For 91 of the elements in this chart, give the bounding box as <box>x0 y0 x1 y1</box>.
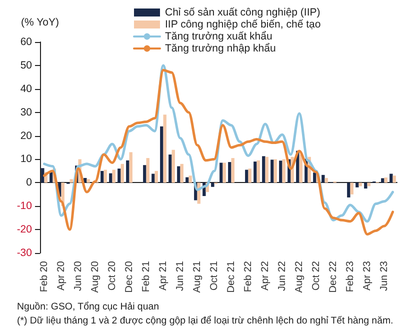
bar <box>384 178 388 183</box>
bar <box>177 166 180 183</box>
x-tick-label: Aug 22 <box>294 260 305 293</box>
x-tick-label: Aug 21 <box>192 260 203 293</box>
bar <box>146 158 150 183</box>
x-tick-label: Apr 20 <box>56 260 67 290</box>
bar <box>248 168 252 183</box>
bar <box>168 154 172 183</box>
x-tick-label: Apr 23 <box>362 260 373 290</box>
bar <box>109 173 112 183</box>
bar <box>262 156 266 183</box>
bar <box>172 150 175 183</box>
bar <box>50 172 53 183</box>
bar <box>84 178 87 183</box>
x-tick-label: Jun 22 <box>276 260 288 292</box>
y-tick-label: 40 <box>20 82 32 95</box>
x-tick-label: Oct 21 <box>208 260 220 290</box>
bar <box>350 182 354 194</box>
legend-label: Chỉ số sản xuất công nghiệp (IIP) <box>165 6 320 18</box>
bar <box>324 178 328 183</box>
bar <box>282 159 286 183</box>
bar <box>279 160 282 183</box>
x-tick-label: Oct 20 <box>106 260 118 290</box>
bar <box>322 174 325 183</box>
bar <box>160 126 164 183</box>
x-tick-label: Feb 23 <box>344 260 356 292</box>
y-tick-label: 50 <box>20 59 32 72</box>
x-tick-label: Feb 22 <box>242 260 254 292</box>
bar <box>120 164 124 183</box>
bar <box>256 160 260 183</box>
bar <box>118 168 121 183</box>
bar <box>220 162 223 183</box>
x-tick-label: Aug 20 <box>90 260 101 293</box>
y-axis-title: (% YoY) <box>21 16 59 28</box>
legend-label: IIP công nghiệp chế biến, chế tạo <box>165 18 321 30</box>
legend-label: Tăng trưởng nhập khẩu <box>165 42 276 54</box>
bar <box>367 182 370 186</box>
text: Nguồn: GSO, Tổng cục Hải quan <box>17 302 159 312</box>
y-tick-label: -20 <box>16 224 32 236</box>
y-tick-label: 10 <box>20 153 32 166</box>
bar <box>347 182 350 198</box>
bar <box>358 182 362 186</box>
bar <box>86 179 90 183</box>
y-tick-label: -30 <box>16 247 32 259</box>
y-tick-label: 0 <box>26 176 32 189</box>
bar <box>104 170 107 183</box>
bar <box>41 168 44 183</box>
y-tick-label: 30 <box>20 106 32 118</box>
bar <box>265 156 268 183</box>
bar <box>381 178 384 183</box>
x-tick-label: Apr 21 <box>158 260 169 290</box>
x-tick-label: Jun 21 <box>174 260 186 292</box>
bar <box>126 160 130 183</box>
x-tick-label: Oct 22 <box>310 260 322 290</box>
x-tick-label: Feb 20 <box>38 260 50 292</box>
bar <box>129 152 132 183</box>
bar <box>211 182 214 187</box>
y-tick-label: 60 <box>20 36 32 48</box>
bar <box>143 165 146 183</box>
bar <box>180 164 184 183</box>
bar <box>154 170 158 183</box>
bar <box>356 182 359 188</box>
text: (*) Dữ liệu tháng 1 và 2 được cộng gộp lại để loại trừ chênh lệch do nghỉ Tết hàng năm. <box>17 316 394 326</box>
x-tick-label: Dec 21 <box>226 260 237 293</box>
bar <box>313 172 316 183</box>
bar <box>188 176 192 183</box>
y-tick-label: -10 <box>16 200 32 212</box>
x-tick-label: Dec 22 <box>328 260 339 293</box>
bar <box>186 177 189 183</box>
bar <box>245 170 248 183</box>
x-tick-label: Apr 22 <box>260 260 271 290</box>
bar <box>163 114 166 183</box>
bar <box>254 162 257 183</box>
x-tick-label: Feb 21 <box>140 260 152 292</box>
bar <box>364 182 368 189</box>
bar <box>100 170 104 183</box>
bar <box>390 174 393 183</box>
bar <box>274 159 277 183</box>
x-tick-label: Jun 20 <box>72 260 84 292</box>
bar <box>392 176 396 183</box>
x-tick-label: Jun 23 <box>378 260 390 292</box>
bar <box>231 158 234 183</box>
y-tick-label: 20 <box>20 130 32 142</box>
bar <box>112 170 116 183</box>
bar <box>152 174 155 183</box>
bar <box>228 162 232 183</box>
bar <box>70 179 73 183</box>
x-tick-label: Dec 20 <box>124 260 135 293</box>
bar <box>270 160 274 183</box>
legend-label: Tăng trưởng xuất khẩu <box>165 30 272 42</box>
bar <box>222 162 226 183</box>
